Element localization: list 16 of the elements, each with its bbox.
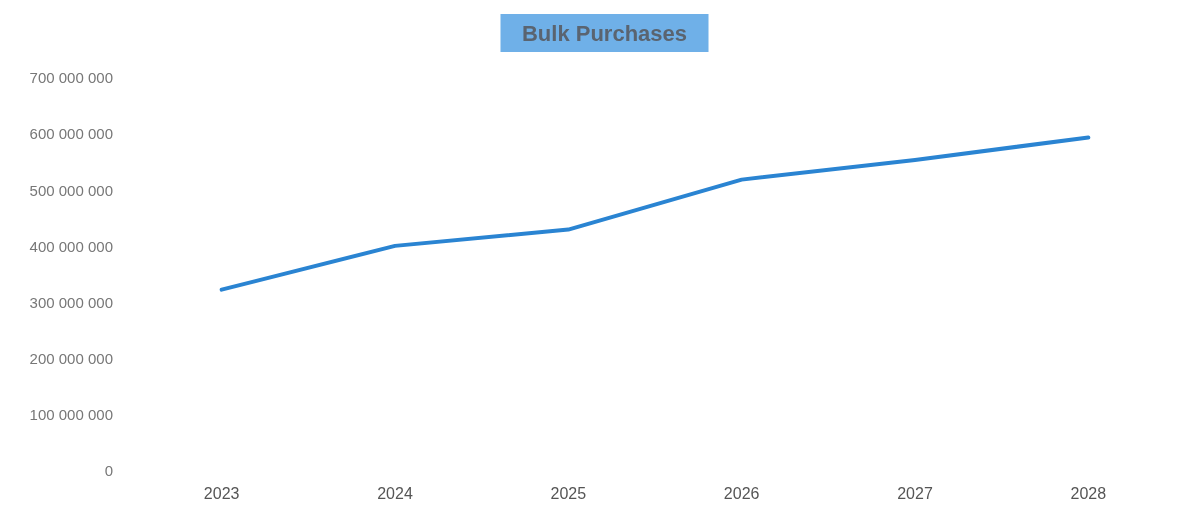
y-tick-label: 600 000 000 xyxy=(29,125,113,143)
x-tick-label: 2028 xyxy=(1070,485,1107,502)
y-tick-label: 700 000 000 xyxy=(29,69,113,87)
x-tick-label: 2025 xyxy=(550,485,587,502)
x-tick-label: 2023 xyxy=(203,485,240,502)
line-series xyxy=(219,135,1091,292)
y-tick-label: 0 xyxy=(104,462,113,480)
x-tick-label: 2027 xyxy=(897,485,933,502)
x-tick-label: 2026 xyxy=(723,485,760,502)
x-tick-label: 2024 xyxy=(377,485,413,502)
y-tick-label: 200 000 000 xyxy=(29,349,113,367)
y-tick-label: 300 000 000 xyxy=(29,293,113,311)
y-tick-label: 100 000 000 xyxy=(29,406,113,424)
y-tick-label: 500 000 000 xyxy=(29,181,113,199)
chart-title: Bulk Purchases xyxy=(521,21,688,46)
y-tick-label: 400 000 000 xyxy=(29,237,113,255)
